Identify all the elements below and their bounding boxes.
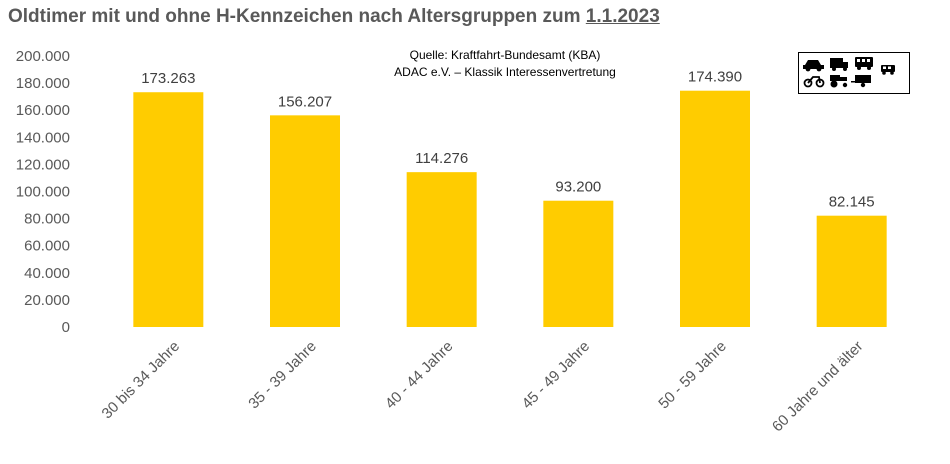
y-tick-label: 160.000 bbox=[16, 102, 70, 119]
x-category-label: 60 Jahre und älter bbox=[769, 338, 867, 436]
source-note: Quelle: Kraftfahrt-Bundesamt (KBA) ADAC … bbox=[340, 47, 670, 81]
y-tick-label: 100.000 bbox=[16, 184, 70, 201]
bar-value-label: 174.390 bbox=[688, 69, 742, 86]
x-category-label: 45 - 49 Jahre bbox=[519, 338, 594, 413]
x-category-label: 35 - 39 Jahre bbox=[245, 338, 320, 413]
chart-title: Oldtimer mit und ohne H-Kennzeichen nach… bbox=[8, 6, 660, 28]
bar-value-label: 93.200 bbox=[555, 179, 601, 196]
y-tick-label: 80.000 bbox=[24, 211, 70, 228]
bar-value-label: 156.207 bbox=[278, 93, 332, 110]
trailer-icon bbox=[851, 75, 871, 88]
truck-icon bbox=[830, 58, 848, 71]
car-icon bbox=[803, 60, 824, 72]
chart-title-text: Oldtimer mit und ohne H-Kennzeichen nach… bbox=[8, 6, 586, 27]
bus-icon bbox=[855, 57, 873, 70]
x-category-label: 50 - 59 Jahre bbox=[655, 338, 730, 413]
x-category-label: 40 - 44 Jahre bbox=[382, 338, 457, 413]
source-line-1: Quelle: Kraftfahrt-Bundesamt (KBA) bbox=[409, 48, 601, 62]
bar bbox=[543, 200, 614, 327]
bar bbox=[133, 92, 204, 327]
source-line-2: ADAC e.V. – Klassik Interessenvertretung bbox=[394, 65, 616, 79]
y-tick-label: 40.000 bbox=[24, 265, 70, 282]
bar-value-label: 82.145 bbox=[829, 194, 875, 211]
y-tick-label: 20.000 bbox=[24, 292, 70, 309]
van-icon bbox=[881, 65, 895, 75]
bar bbox=[816, 215, 887, 327]
chart-title-date: 1.1.2023 bbox=[585, 6, 660, 27]
bar bbox=[680, 90, 750, 327]
tractor-icon bbox=[830, 75, 848, 88]
bar bbox=[270, 115, 340, 328]
motorcycle-icon bbox=[803, 76, 825, 88]
x-category-label: 30 bis 34 Jahre bbox=[99, 338, 184, 423]
y-tick-label: 200.000 bbox=[16, 48, 70, 65]
y-tick-label: 140.000 bbox=[16, 129, 70, 146]
bar-value-label: 173.263 bbox=[141, 70, 195, 87]
vehicle-icons-legend bbox=[798, 52, 910, 94]
bar bbox=[406, 172, 477, 327]
y-tick-label: 180.000 bbox=[16, 75, 70, 92]
y-tick-label: 120.000 bbox=[16, 156, 70, 173]
bar-value-label: 114.276 bbox=[415, 150, 468, 167]
y-tick-label: 60.000 bbox=[24, 238, 70, 255]
y-tick-label: 0 bbox=[62, 319, 70, 336]
